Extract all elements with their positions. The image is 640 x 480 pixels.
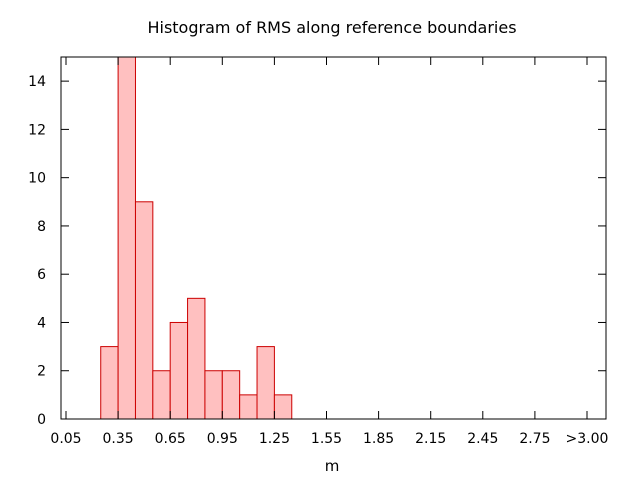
histogram-bar-9 [239,394,258,420]
histogram-bar-1 [100,346,119,420]
histogram-bar-4 [152,370,171,420]
x-axis-label: m [325,457,340,475]
x-tick-label-10: >3.00 [566,431,609,447]
x-tick-label-4: 1.25 [259,431,290,447]
y-tick-label-0: 0 [37,412,46,428]
histogram-bar-6 [187,297,206,420]
chart-title: Histogram of RMS along reference boundar… [147,18,516,37]
y-tick-label-4: 4 [37,315,46,331]
x-tick-label-7: 2.15 [415,431,446,447]
x-tick-label-8: 2.45 [467,431,498,447]
histogram-bar-5 [169,321,189,420]
y-tick-label-14: 14 [28,74,46,90]
y-tick-label-10: 10 [28,171,46,187]
x-tick-label-6: 1.85 [363,431,394,447]
x-tick-label-9: 2.75 [519,431,550,447]
histogram-bar-10 [256,346,275,420]
plot-frame [60,56,607,420]
y-tick-label-8: 8 [37,219,46,235]
histogram-bar-8 [221,370,241,420]
bars-group [100,56,293,420]
x-tick-label-3: 0.95 [207,431,238,447]
y-tick-label-12: 12 [28,122,46,138]
axis-ticks: 0 2 4 6 8 10 12 14 0.05 0.35 0.65 0.95 1.25 1.55 1.85 2… [28,57,608,447]
x-tick-label-1: 0.35 [103,431,134,447]
x-tick-label-2: 0.65 [155,431,186,447]
y-tick-label-6: 6 [37,267,46,283]
x-tick-label-0: 0.05 [50,431,81,447]
histogram-bar-7 [204,370,223,420]
histogram-bar-2 [117,56,136,420]
histogram-bar-11 [273,394,293,420]
y-tick-label-2: 2 [37,364,46,380]
x-tick-label-5: 1.55 [311,431,342,447]
histogram-bar-3 [134,201,154,420]
